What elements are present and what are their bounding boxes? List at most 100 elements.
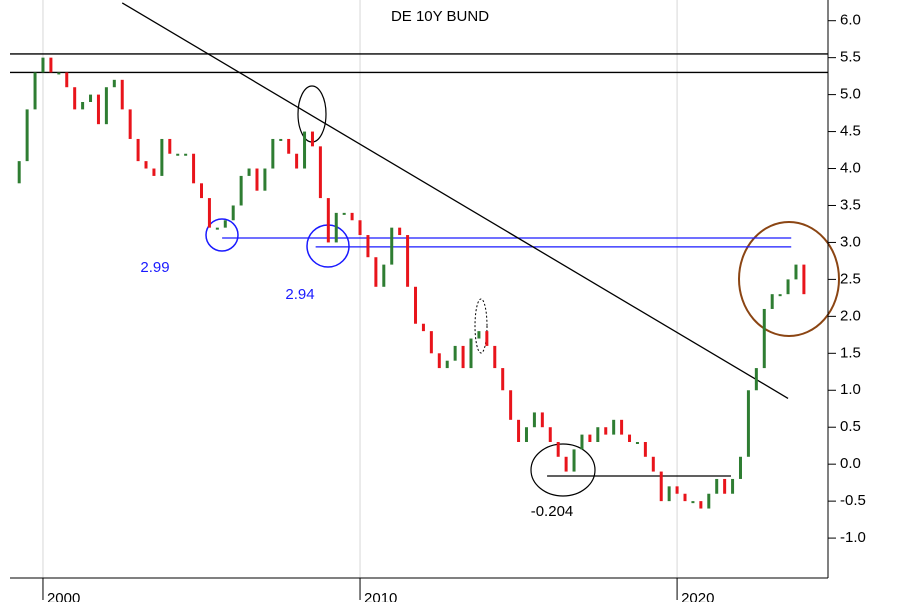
bar: [263, 168, 267, 191]
bar: [445, 360, 449, 369]
bar: [255, 168, 259, 191]
bar: [548, 427, 552, 442]
bar: [651, 456, 655, 472]
y-tick-label: 4.5: [840, 123, 861, 140]
bar: [168, 138, 172, 154]
y-tick-label: 1.0: [840, 381, 861, 398]
bar: [572, 449, 576, 472]
y-tick-label: -1.0: [840, 529, 866, 546]
bar: [374, 257, 378, 287]
bar: [160, 138, 164, 176]
y-tick-label: 0.5: [840, 418, 861, 435]
y-tick-label: 6.0: [840, 12, 861, 29]
bar: [604, 427, 608, 435]
bar: [620, 419, 624, 435]
bar: [152, 168, 156, 176]
bar: [556, 442, 560, 457]
bar: [382, 264, 386, 287]
bar: [524, 427, 528, 442]
bar: [247, 168, 251, 176]
bar: [279, 138, 283, 141]
bar: [239, 175, 243, 206]
reference-line: [121, 2, 789, 399]
bar: [104, 87, 108, 125]
bar: [778, 294, 782, 297]
y-tick-label: 3.5: [840, 196, 861, 213]
x-tick-label: 2010: [364, 590, 397, 602]
bar: [794, 264, 798, 280]
bar: [612, 419, 616, 435]
y-tick-label: 2.0: [840, 307, 861, 324]
bar: [786, 279, 790, 295]
circle: [474, 298, 488, 354]
bar: [723, 478, 727, 494]
annotation: 2.99: [140, 259, 169, 276]
y-tick-label: 1.5: [840, 344, 861, 361]
bar: [326, 198, 330, 243]
bar: [493, 345, 497, 369]
bar: [287, 138, 291, 154]
bar: [223, 220, 227, 228]
bar: [303, 131, 307, 169]
bar: [89, 94, 93, 102]
bar: [184, 153, 188, 156]
bar: [564, 456, 568, 472]
bar: [390, 227, 394, 265]
bar: [715, 478, 719, 494]
bar: [802, 264, 806, 295]
bar: [65, 72, 69, 88]
bar: [667, 486, 671, 502]
bar: [334, 212, 338, 243]
bar: [675, 486, 679, 494]
chart-title: DE 10Y BUND: [391, 8, 489, 25]
bar: [754, 368, 758, 391]
bar: [588, 434, 592, 442]
annotation: -0.204: [531, 503, 574, 520]
bar: [517, 419, 521, 442]
bar: [112, 79, 116, 88]
bar: [231, 205, 235, 221]
bar: [509, 390, 513, 420]
y-tick-label: 0.0: [840, 455, 861, 472]
bar: [49, 57, 53, 73]
bar: [699, 501, 703, 509]
bar: [580, 434, 584, 450]
bar: [57, 72, 61, 75]
bar: [73, 87, 77, 110]
bar: [628, 434, 632, 442]
bar: [414, 286, 418, 324]
bar: [485, 331, 489, 346]
bar: [192, 153, 196, 184]
bar: [144, 161, 148, 169]
annotation: 2.94: [285, 286, 314, 303]
bar: [128, 109, 132, 139]
bar: [707, 493, 711, 509]
y-tick-label: 5.0: [840, 86, 861, 103]
bar: [41, 57, 45, 73]
bar: [136, 138, 140, 162]
bar: [421, 323, 425, 332]
bar: [532, 412, 536, 428]
y-tick-label: -0.5: [840, 492, 866, 509]
y-tick-label: 2.5: [840, 270, 861, 287]
bar: [25, 109, 29, 162]
y-tick-label: 3.0: [840, 233, 861, 250]
bar: [406, 235, 410, 287]
bar: [207, 198, 211, 228]
bar: [683, 493, 687, 502]
bar: [540, 412, 544, 428]
x-tick-label: 2020: [681, 590, 714, 602]
bar: [342, 212, 346, 215]
bar: [731, 478, 735, 494]
bar: [96, 94, 100, 125]
circle: [530, 443, 596, 497]
bar: [398, 227, 402, 236]
bar: [295, 153, 299, 169]
bar: [437, 353, 441, 369]
bar: [746, 390, 750, 457]
bar: [271, 138, 275, 169]
x-tick-label: 2000: [47, 590, 80, 602]
bar: [461, 345, 465, 369]
